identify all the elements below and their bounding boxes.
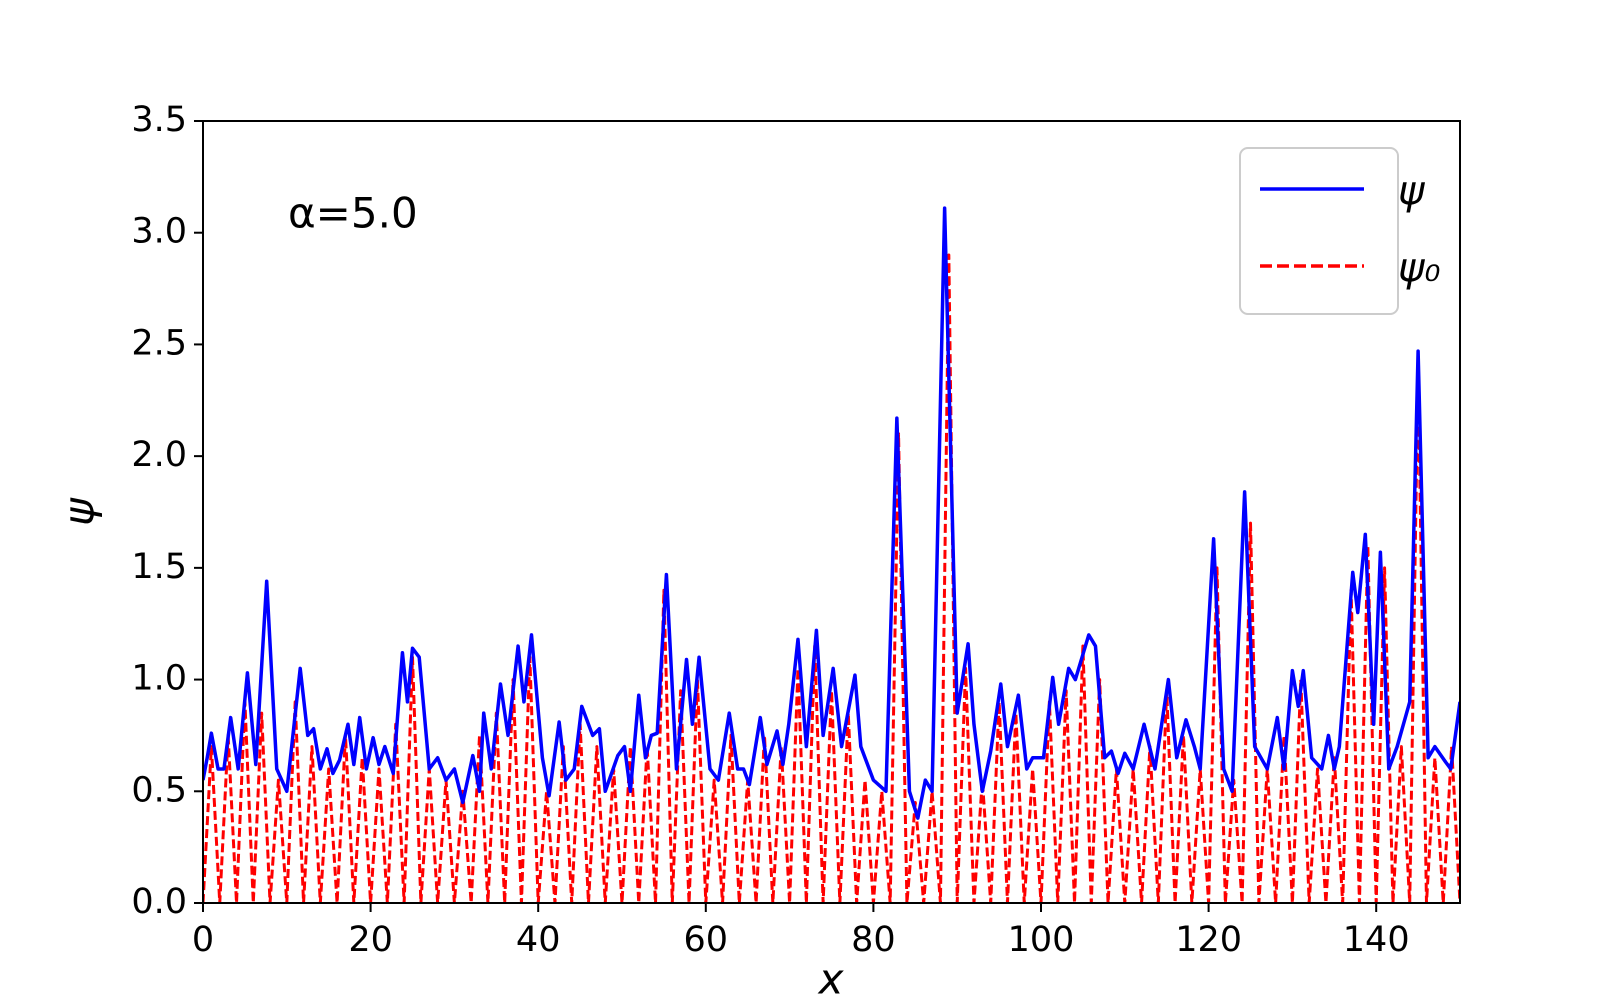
y-tick-label: 2.5 [131, 323, 187, 363]
x-tick-label: 20 [348, 920, 393, 960]
x-tick-label: 100 [1008, 920, 1075, 960]
x-tick-label: 40 [516, 920, 561, 960]
y-tick-label: 3.0 [131, 212, 187, 252]
legend-label: ψ₀ [1398, 245, 1440, 291]
x-tick-label: 60 [684, 920, 729, 960]
legend-box [1239, 147, 1399, 315]
legend-label: ψ [1398, 168, 1426, 214]
y-tick-label: 1.0 [131, 659, 187, 699]
y-axis-label: ψ [55, 497, 104, 526]
x-tick-label: 140 [1343, 920, 1410, 960]
annotation: α=5.0 [288, 189, 418, 238]
y-tick-label: 3.5 [131, 100, 187, 140]
x-tick-label: 0 [192, 920, 214, 960]
x-tick-label: 80 [851, 920, 896, 960]
plot-frame [202, 120, 1461, 904]
series-line [203, 206, 1460, 820]
y-tick-label: 0.0 [131, 882, 187, 922]
y-tick-label: 2.0 [131, 435, 187, 475]
x-tick-label: 120 [1175, 920, 1242, 960]
x-axis-label: x [817, 955, 845, 1000]
series-line [203, 253, 1460, 903]
y-tick-label: 1.5 [131, 547, 187, 587]
y-tick-label: 0.5 [131, 770, 187, 810]
